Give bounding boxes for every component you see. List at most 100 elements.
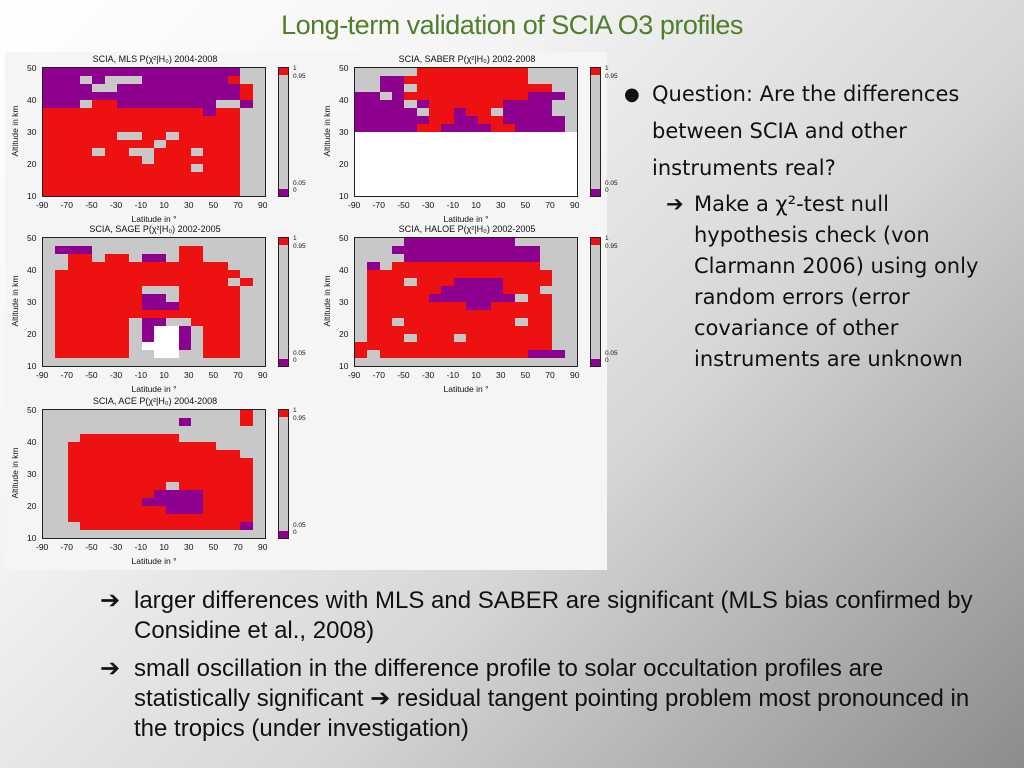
heatmap-cell bbox=[441, 238, 455, 247]
heatmap-cell bbox=[92, 442, 106, 451]
heatmap-cell bbox=[540, 238, 553, 247]
heatmap-cell bbox=[429, 238, 442, 247]
heatmap-cell bbox=[379, 108, 393, 117]
heatmap-cell bbox=[441, 254, 455, 263]
heatmap-cell bbox=[552, 124, 566, 133]
heatmap-cell bbox=[117, 458, 130, 467]
heatmap-cell bbox=[80, 418, 93, 427]
heatmap-cell bbox=[104, 116, 118, 125]
heatmap-cell bbox=[117, 482, 130, 491]
panel-title: SCIA, MLS P(χ²|H₀) 2004-2008 bbox=[92, 54, 218, 64]
heatmap-cell bbox=[92, 262, 106, 271]
heatmap-cell bbox=[564, 164, 577, 173]
colorbar-low-segment bbox=[279, 531, 288, 538]
sub-bullet: ➔ Make a χ²-test null hypothesis check (… bbox=[618, 189, 998, 375]
heatmap-cell bbox=[252, 254, 265, 263]
heatmap-cell bbox=[129, 490, 143, 499]
heatmap-cell bbox=[215, 442, 229, 451]
heatmap-cell bbox=[191, 326, 204, 335]
heatmap-cell bbox=[540, 350, 553, 359]
heatmap-cell bbox=[215, 124, 229, 133]
heatmap-cell bbox=[191, 294, 204, 303]
heatmap-cell bbox=[166, 514, 180, 523]
heatmap-cell bbox=[240, 140, 254, 149]
heatmap-cell bbox=[416, 294, 430, 303]
heatmap-cell bbox=[141, 302, 155, 311]
heatmap-cell bbox=[55, 358, 69, 366]
colorbar-high-segment bbox=[591, 68, 600, 75]
heatmap-cell bbox=[416, 132, 430, 141]
heatmap-cell bbox=[416, 76, 430, 85]
heatmap-cell bbox=[416, 68, 430, 77]
heatmap-cell bbox=[117, 254, 130, 263]
heatmap-cell bbox=[252, 350, 265, 359]
heatmap-cell bbox=[367, 76, 381, 85]
heatmap-cell bbox=[141, 140, 155, 149]
heatmap-cell bbox=[191, 100, 204, 109]
heatmap-cell bbox=[141, 172, 155, 181]
heatmap-cell bbox=[43, 294, 56, 303]
heatmap-cell bbox=[55, 140, 69, 149]
heatmap-cell bbox=[252, 286, 265, 295]
heatmap-cell bbox=[441, 100, 455, 109]
heatmap-cell bbox=[540, 188, 553, 196]
heatmap-cell bbox=[104, 294, 118, 303]
y-tick-label: 40 bbox=[27, 95, 37, 105]
heatmap-cell bbox=[203, 238, 217, 247]
heatmap-cell bbox=[67, 140, 81, 149]
heatmap-cell bbox=[228, 238, 241, 247]
heatmap-cell bbox=[564, 318, 577, 327]
heatmap-cell bbox=[379, 350, 393, 359]
heatmap-cell bbox=[166, 254, 180, 263]
heatmap-cell bbox=[429, 350, 442, 359]
heatmap-cell bbox=[552, 172, 566, 181]
heatmap-cell bbox=[117, 418, 130, 427]
heatmap-cell bbox=[80, 426, 93, 435]
heatmap-cell bbox=[141, 530, 155, 538]
heatmap-cell bbox=[117, 238, 130, 247]
heatmap-cell bbox=[129, 254, 143, 263]
x-tick-label: -50 bbox=[85, 542, 98, 552]
heatmap-cell bbox=[416, 238, 430, 247]
heatmap-cell bbox=[43, 450, 56, 459]
heatmap-cell bbox=[240, 148, 254, 157]
heatmap-cell bbox=[92, 254, 106, 263]
heatmap-cell bbox=[43, 410, 56, 419]
heatmap-cell bbox=[453, 302, 467, 311]
heatmap-cell bbox=[540, 164, 553, 173]
heatmap-cell bbox=[129, 108, 143, 117]
heatmap-cell bbox=[429, 92, 442, 101]
heatmap-cell bbox=[527, 148, 541, 157]
heatmap-cell bbox=[43, 522, 56, 531]
heatmap-cell bbox=[67, 506, 81, 515]
heatmap-cell bbox=[141, 254, 155, 263]
heatmap-cell bbox=[404, 342, 418, 351]
heatmap-cell bbox=[55, 148, 69, 157]
heatmap-cell bbox=[564, 342, 577, 351]
heatmap-cell bbox=[55, 270, 69, 279]
heatmap-cell bbox=[203, 426, 217, 435]
heatmap-cell bbox=[92, 506, 106, 515]
heatmap-cell bbox=[228, 172, 241, 181]
heatmap-cell bbox=[240, 84, 254, 93]
heatmap-cell bbox=[67, 156, 81, 165]
heatmap-cell bbox=[67, 262, 81, 271]
heatmap-cell bbox=[252, 68, 265, 77]
heatmap-cell bbox=[515, 286, 529, 295]
heatmap-cell bbox=[215, 246, 229, 255]
heatmap-cell bbox=[478, 278, 492, 287]
heatmap-cell bbox=[141, 434, 155, 443]
heatmap-cell bbox=[203, 270, 217, 279]
heatmap-cell bbox=[117, 466, 130, 475]
heatmap-cell bbox=[252, 238, 265, 247]
heatmap-cell bbox=[252, 124, 265, 133]
heatmap-cell bbox=[404, 132, 418, 141]
heatmap-cell bbox=[515, 84, 529, 93]
heatmap-cell bbox=[117, 164, 130, 173]
heatmap-cell bbox=[527, 156, 541, 165]
y-tick-label: 20 bbox=[27, 329, 37, 339]
heatmap-cell bbox=[527, 326, 541, 335]
heatmap-cell bbox=[203, 132, 217, 141]
heatmap-cell bbox=[490, 318, 504, 327]
heatmap-cell bbox=[429, 164, 442, 173]
